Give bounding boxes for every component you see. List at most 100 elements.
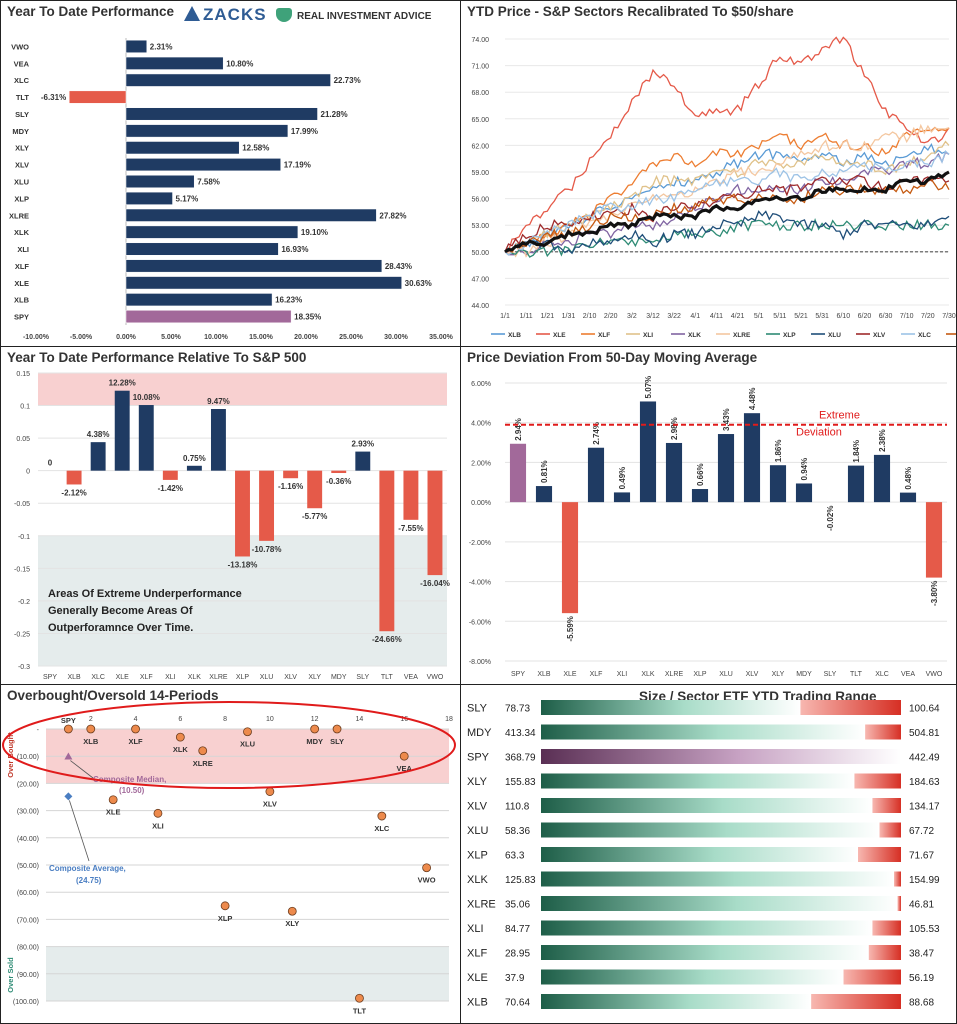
x-tick-label: 1/11 [520, 313, 533, 320]
x-tick-label: VWO [427, 674, 444, 681]
high-value: 105.53 [909, 924, 940, 935]
category-label: XLB [14, 296, 30, 305]
data-label: 16.93% [281, 245, 308, 254]
point-label: XLK [173, 745, 189, 754]
x-tick-label: XLB [537, 671, 551, 678]
y-tick-label: -6.00% [469, 619, 491, 626]
data-label: 12.28% [109, 379, 136, 388]
bar-xlf [138, 405, 154, 471]
row-label: SLY [467, 703, 488, 715]
point-xlc [377, 811, 387, 821]
bar-xlv [125, 158, 281, 172]
bar-spy [509, 443, 527, 503]
point-xlre [198, 746, 208, 756]
data-label: -1.16% [278, 482, 303, 491]
data-label: -16.04% [420, 579, 450, 588]
x-tick-label: XLY [772, 671, 785, 678]
point-label: XLC [374, 824, 390, 833]
x-tick-label: 6/10 [836, 313, 850, 320]
data-label: 19.10% [301, 228, 328, 237]
y-tick-label: (10.00) [17, 754, 39, 761]
x-tick-label: 25.00% [339, 334, 364, 341]
bar-xle [114, 390, 130, 471]
category-label: XLV [15, 161, 29, 170]
bar-spy [125, 310, 292, 324]
y-tick-label: 47.00 [471, 276, 489, 283]
x-tick-label: 2/20 [604, 313, 618, 320]
data-label: 3.43% [722, 408, 731, 431]
point-label: XLV [263, 800, 277, 809]
x-tick-label: 4/1 [690, 313, 700, 320]
bar-xlk [125, 225, 299, 239]
shield-icon [276, 8, 292, 22]
data-label: 9.47% [207, 397, 230, 406]
x-tick-label: 1/21 [540, 313, 554, 320]
x-tick-label: 30.00% [384, 334, 409, 341]
median-value: (10.50) [119, 786, 145, 795]
point-label: TLT [353, 1006, 367, 1015]
row-label: XLV [467, 801, 488, 813]
y-tick-label: (20.00) [17, 781, 39, 788]
bar-mdy [331, 470, 347, 474]
panel-title: Year To Date Performance Relative To S&P… [7, 350, 307, 365]
category-label: XLC [14, 76, 30, 85]
data-label: -3.80% [930, 581, 939, 606]
y-tick-label: 53.00 [471, 223, 489, 230]
low-value: 58.36 [505, 826, 530, 837]
range-bar-xly [541, 773, 901, 789]
x-tick-label: XLE [116, 674, 130, 681]
data-label: 10.80% [226, 59, 253, 68]
point-label: XLU [240, 740, 255, 749]
range-bar-xli [541, 920, 901, 936]
category-label: XLI [17, 245, 29, 254]
deviation-bar-chart: 6.00% 4.00% 2.00% 0.00% -2.00% -4.00% -6.00% -8… [469, 376, 947, 678]
x-tick-label: SPY [43, 674, 57, 681]
x-tick-label: SLY [824, 671, 837, 678]
point-xli [153, 808, 163, 818]
series-line-spy [504, 170, 950, 254]
high-value: 100.64 [909, 704, 940, 715]
data-label: 27.82% [379, 211, 406, 220]
low-value: 37.9 [505, 973, 525, 984]
bar-xly [125, 141, 240, 155]
point-tlt [355, 993, 364, 1003]
x-tick-label: MDY [796, 671, 812, 678]
data-label: 12.58% [242, 144, 269, 153]
x-tick-label: XLK [188, 674, 202, 681]
x-tick-label: VWO [926, 671, 943, 678]
bar-xlre [210, 409, 226, 471]
category-label: VWO [11, 42, 29, 51]
data-label: 0.75% [183, 454, 206, 463]
category-label: TLT [16, 93, 30, 102]
y-tick-label: (90.00) [17, 972, 39, 979]
row-label: XLRE [467, 899, 496, 911]
legend-label: XLB [508, 332, 521, 339]
y-tick-label: 59.00 [471, 170, 489, 177]
y-tick-label: 74.00 [471, 37, 489, 44]
panel-title: YTD Price - S&P Sectors Recalibrated To … [467, 4, 794, 19]
y-tick-label: -0.1 [18, 534, 30, 541]
x-tick-label: 4/21 [731, 313, 745, 320]
highlight-ellipse [2, 701, 456, 789]
data-label: 2.38% [878, 429, 887, 452]
bar-xlc [873, 454, 891, 503]
series-line-xli [504, 140, 950, 255]
x-tick-label: 5/1 [754, 313, 764, 320]
x-tick-label: XLV [746, 671, 759, 678]
x-tick-label: XLP [693, 671, 707, 678]
row-label: XLI [467, 923, 484, 935]
oversold-side-label: Over Sold [6, 957, 15, 993]
range-bar-xle [541, 969, 901, 985]
point-label: XLY [285, 919, 299, 928]
legend-label: XLK [688, 332, 701, 339]
low-value: 125.83 [505, 875, 536, 886]
bar-xlu [125, 175, 195, 188]
trading-range-panel: Size / Sector ETF YTD Trading Range SLY 7… [460, 684, 957, 1024]
x-tick-label: TLT [381, 674, 394, 681]
data-label: 2.94% [514, 418, 523, 441]
data-label: 4.38% [87, 430, 110, 439]
ytd-price-panel: YTD Price - S&P Sectors Recalibrated To … [460, 0, 957, 347]
ytd-performance-panel: Year To Date Performance ZACKS REAL INVE… [0, 0, 461, 347]
x-tick-label: 5.00% [161, 334, 182, 341]
legend-label: XLF [598, 332, 610, 339]
